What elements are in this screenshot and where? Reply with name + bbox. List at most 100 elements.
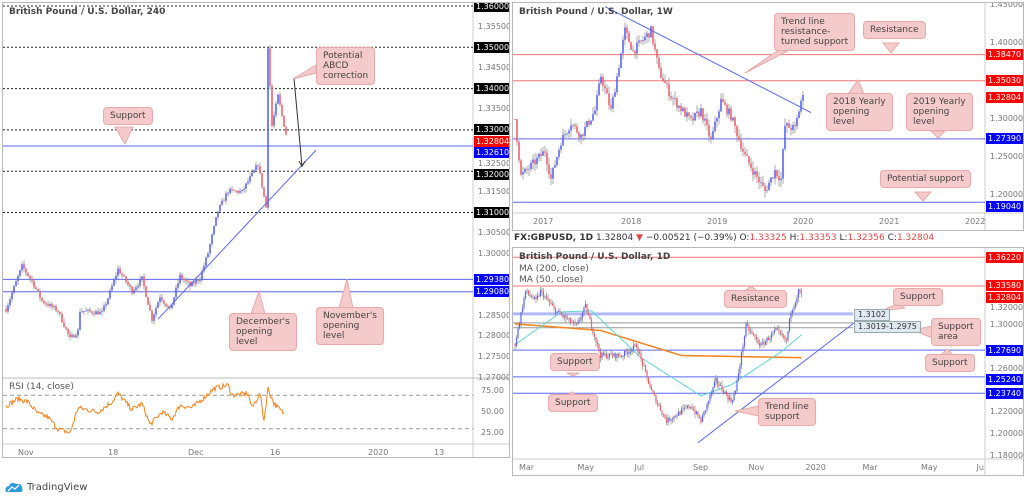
candle (800, 291, 803, 294)
annotation-callout: Trend line resistance- turned support (774, 13, 856, 51)
candle (580, 134, 582, 138)
candle (49, 304, 51, 306)
candle (532, 159, 534, 163)
candle (161, 297, 163, 301)
candle (706, 118, 708, 126)
candle (207, 253, 209, 258)
candle (521, 308, 524, 313)
candle (794, 124, 796, 127)
candle (517, 327, 519, 338)
candle (742, 148, 744, 152)
candle (43, 300, 45, 304)
candle (784, 336, 786, 340)
candle (533, 296, 536, 299)
candle (647, 376, 650, 384)
candle (536, 295, 539, 299)
candle (23, 264, 25, 269)
callout-pointer (881, 42, 901, 54)
candle (786, 123, 788, 126)
candle (734, 117, 736, 127)
candle (544, 296, 546, 298)
candle (618, 68, 620, 77)
rsi-tick: 50.00 (481, 407, 504, 416)
candle (652, 26, 654, 44)
candle (51, 304, 53, 307)
candle (760, 182, 762, 184)
candle (590, 319, 593, 329)
candle (772, 177, 774, 179)
candle (546, 152, 548, 165)
candle (73, 334, 75, 338)
candle (640, 352, 642, 359)
candle (279, 94, 281, 105)
h4-chart-panel[interactable]: 1.36000 1.35000 1.34000 1.33000 1.32000 1.310… (2, 2, 510, 458)
candle (788, 123, 790, 128)
candle (574, 124, 576, 127)
candle (725, 391, 728, 395)
trend-line (604, 6, 812, 113)
candle (227, 192, 229, 194)
candle (671, 418, 674, 420)
candle (623, 350, 626, 357)
candle (33, 280, 35, 288)
candle (758, 343, 761, 346)
candle (736, 380, 738, 391)
candle (523, 298, 525, 309)
price-level-label: 1.32610 (474, 147, 510, 159)
candle (221, 200, 223, 205)
daily-chart-panel[interactable]: 1.36220 1.33580 1.32804 1.27690 1.25240 1.237… (512, 247, 1024, 476)
candle (662, 414, 665, 415)
candle (37, 288, 39, 291)
candle (283, 115, 285, 127)
candle (770, 177, 772, 183)
candle (802, 94, 804, 101)
rsi-line (5, 382, 285, 434)
weekly-chart-panel[interactable]: 1.38470 1.35030 1.32804 1.27390 1.19040 1.450… (512, 2, 1024, 231)
tradingview-logo[interactable]: TradingView (4, 481, 87, 493)
candle (755, 336, 758, 340)
candle (757, 339, 759, 344)
chart-canvas[interactable] (513, 3, 1023, 230)
callout-pointer (292, 64, 317, 80)
candle (119, 268, 121, 274)
candle (113, 279, 115, 286)
candle (600, 76, 602, 84)
date-tick: Mar (519, 463, 535, 472)
price-tick: 1.30000 (990, 320, 1024, 329)
candle (175, 287, 177, 298)
candle (715, 378, 717, 383)
candle (778, 176, 780, 181)
ma-legend-label: MA (200, close) (519, 264, 589, 274)
candle (718, 383, 720, 386)
candle (737, 373, 740, 381)
date-tick: Dec (188, 448, 204, 457)
candle (29, 275, 31, 279)
candle (518, 141, 520, 161)
date-tick: Nov (18, 448, 34, 457)
candle (676, 98, 678, 108)
candle (779, 331, 782, 334)
candle (259, 166, 261, 174)
candle (599, 351, 602, 358)
chart-canvas[interactable] (513, 248, 1023, 475)
candle (793, 307, 795, 310)
candle (672, 98, 674, 100)
date-tick: May (921, 463, 938, 472)
callout-pointer (338, 278, 354, 309)
candle (776, 170, 778, 177)
candle (670, 419, 672, 421)
date-tick: 2019 (707, 217, 728, 226)
candle (629, 351, 632, 353)
candle (143, 276, 145, 287)
candle (111, 285, 113, 291)
candle (746, 154, 748, 157)
candle (652, 390, 654, 393)
candle (616, 353, 618, 359)
candle (133, 289, 135, 294)
candle (199, 280, 201, 282)
candle (780, 178, 782, 181)
candle (131, 286, 133, 294)
chart-canvas[interactable] (3, 3, 509, 457)
candle (255, 165, 257, 171)
candle (267, 48, 269, 208)
